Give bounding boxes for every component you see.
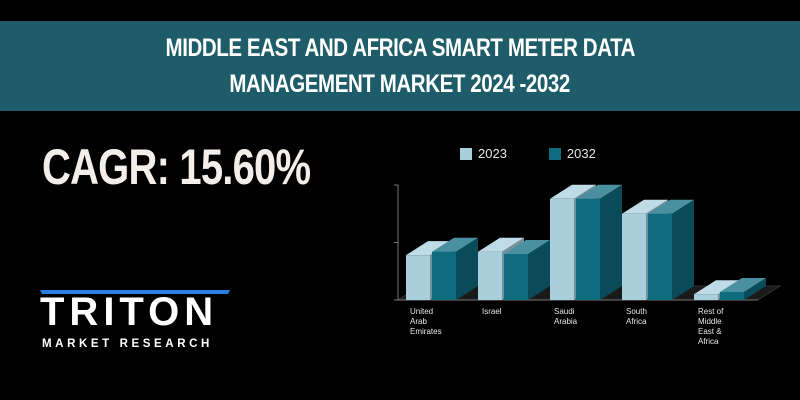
legend-item-2032: 2032: [548, 146, 596, 161]
chart-plot: United Arab Emirates Israel Saudi Arabia South…: [394, 184, 782, 346]
legend-label-2023: 2023: [478, 146, 507, 161]
bar-top-2023-2: [550, 184, 596, 199]
bar-front-2032-3: [648, 213, 672, 300]
x-tick-label-line: East &: [698, 327, 722, 336]
bar-front-2032-2: [576, 198, 600, 300]
logo-subtitle: MARKET RESEARCH: [42, 338, 213, 350]
legend-swatch-2032: [548, 147, 561, 160]
bar-front-2023-3: [622, 213, 646, 300]
bar-front-2032-4: [720, 291, 744, 300]
cagr-text: CAGR: 15.60%: [42, 139, 311, 195]
title-banner: MIDDLE EAST AND AFRICA SMART METER DATA …: [0, 21, 800, 111]
x-tick-label-line: Arab: [410, 317, 427, 326]
x-tick-label-line: Arabia: [554, 317, 578, 326]
x-tick-label-line: South: [626, 307, 647, 316]
x-tick-label-line: United: [410, 307, 433, 316]
bar-top-2032-3: [648, 199, 694, 214]
bar-front-2023-4: [694, 294, 718, 300]
bar-chart: 2023 2032 United Arab Emirates Israel Saudi A…: [370, 140, 790, 360]
x-tick-label-1: Israel: [482, 307, 502, 316]
bar-top-2023-1: [478, 237, 524, 252]
bar-front-2032-1: [504, 254, 528, 300]
x-tick-label-line: Africa: [698, 337, 719, 346]
bar-front-2023-1: [478, 251, 502, 300]
bar-side-2032-0: [456, 237, 478, 300]
x-tick-label-line: Rest of: [698, 307, 724, 316]
legend-swatch-2023: [460, 147, 472, 160]
bar-side-2032-4: [744, 277, 766, 300]
x-tick-label-2: Saudi Arabia: [554, 307, 578, 326]
x-tick-label-line: Saudi: [554, 307, 575, 316]
x-tick-label-line: Israel: [482, 307, 502, 316]
logo-wordmark: TRITON: [40, 290, 219, 334]
x-tick-label-line: Emirates: [410, 327, 442, 336]
logo-accent-bar: [40, 290, 230, 294]
bar-top-2032-1: [504, 240, 550, 254]
x-tick-label-0: United Arab Emirates: [410, 307, 442, 336]
bar-top-2023-0: [406, 241, 452, 256]
bar-side-2032-2: [600, 184, 622, 300]
bar-front-2023-0: [406, 255, 430, 300]
chart-legend: 2023 2032: [460, 146, 596, 161]
triton-logo: TRITON MARKET RESEARCH: [40, 290, 230, 352]
x-tick-label-line: Middle: [698, 317, 722, 326]
bar-top-2023-3: [622, 199, 668, 214]
title-line-1: MIDDLE EAST AND AFRICA SMART METER DATA: [165, 34, 635, 62]
bar-side-2032-3: [672, 199, 694, 300]
legend-item-2023: 2023: [460, 146, 507, 161]
bar-front-2023-2: [550, 198, 574, 300]
bar-top-2023-4: [694, 280, 740, 295]
legend-label-2032: 2032: [566, 146, 596, 161]
bar-side-2032-1: [528, 240, 550, 300]
title-line-2: MANAGEMENT MARKET 2024 -2032: [229, 70, 571, 98]
x-tick-label-line: Africa: [626, 317, 647, 326]
x-tick-label-3: South Africa: [626, 307, 647, 326]
bar-front-2032-0: [432, 251, 456, 300]
bar-top-2032-2: [576, 184, 622, 199]
bar-top-2032-4: [720, 277, 766, 292]
x-tick-label-4: Rest of Middle East & Africa: [698, 307, 724, 346]
bar-top-2032-0: [432, 237, 478, 252]
